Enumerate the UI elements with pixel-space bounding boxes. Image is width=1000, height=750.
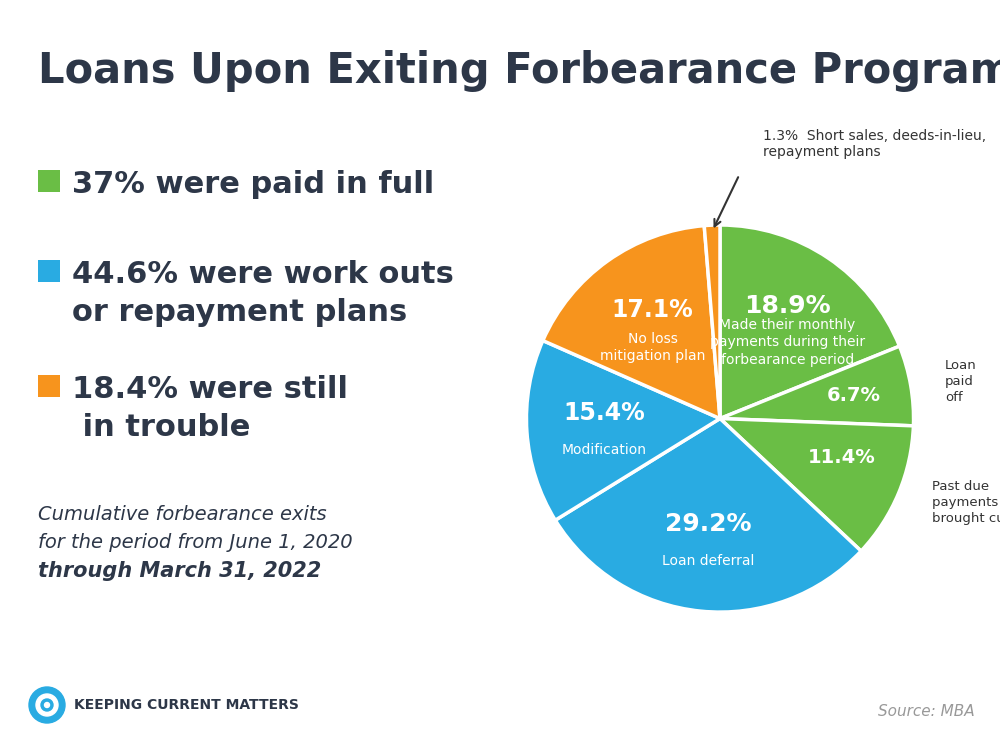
Circle shape (41, 699, 53, 711)
Text: 15.4%: 15.4% (563, 401, 645, 425)
Text: in trouble: in trouble (72, 413, 250, 442)
Bar (38, 260, 60, 282)
Text: through March 31, 2022: through March 31, 2022 (38, 561, 321, 581)
Text: Made their monthly
payments during their
forbearance period: Made their monthly payments during their… (710, 318, 865, 367)
Text: Modification: Modification (562, 442, 647, 457)
Text: Loan deferral: Loan deferral (662, 554, 754, 568)
Text: Loan
paid
off: Loan paid off (945, 358, 977, 404)
Text: 37% were paid in full: 37% were paid in full (72, 170, 434, 199)
Circle shape (44, 703, 50, 707)
Text: Source: MBA: Source: MBA (878, 704, 975, 719)
Text: No loss
mitigation plan: No loss mitigation plan (600, 332, 705, 363)
Text: Cumulative forbearance exits: Cumulative forbearance exits (38, 505, 327, 524)
Text: 11.4%: 11.4% (808, 448, 875, 467)
Wedge shape (720, 419, 913, 551)
Wedge shape (543, 226, 720, 419)
Text: 6.7%: 6.7% (826, 386, 880, 405)
Text: 18.9%: 18.9% (744, 293, 830, 317)
Bar (38, 170, 60, 192)
Text: 29.2%: 29.2% (665, 512, 751, 536)
Text: 17.1%: 17.1% (612, 298, 694, 322)
Text: Loans Upon Exiting Forbearance Program: Loans Upon Exiting Forbearance Program (38, 50, 1000, 92)
Bar (38, 375, 60, 397)
Text: for the period from June 1, 2020: for the period from June 1, 2020 (38, 533, 353, 552)
Text: 18.4% were still: 18.4% were still (72, 375, 348, 404)
Circle shape (29, 687, 65, 723)
Wedge shape (704, 225, 720, 419)
Text: Past due
payments were
brought current: Past due payments were brought current (932, 480, 1000, 525)
Wedge shape (555, 419, 861, 612)
Wedge shape (720, 346, 914, 426)
Text: KEEPING CURRENT MATTERS: KEEPING CURRENT MATTERS (74, 698, 299, 712)
Wedge shape (720, 225, 900, 419)
Text: 1.3%  Short sales, deeds-in-lieu,
repayment plans: 1.3% Short sales, deeds-in-lieu, repayme… (763, 128, 986, 159)
Text: 44.6% were work outs: 44.6% were work outs (72, 260, 454, 289)
Circle shape (36, 694, 58, 716)
Text: or repayment plans: or repayment plans (72, 298, 407, 327)
Wedge shape (526, 340, 720, 520)
